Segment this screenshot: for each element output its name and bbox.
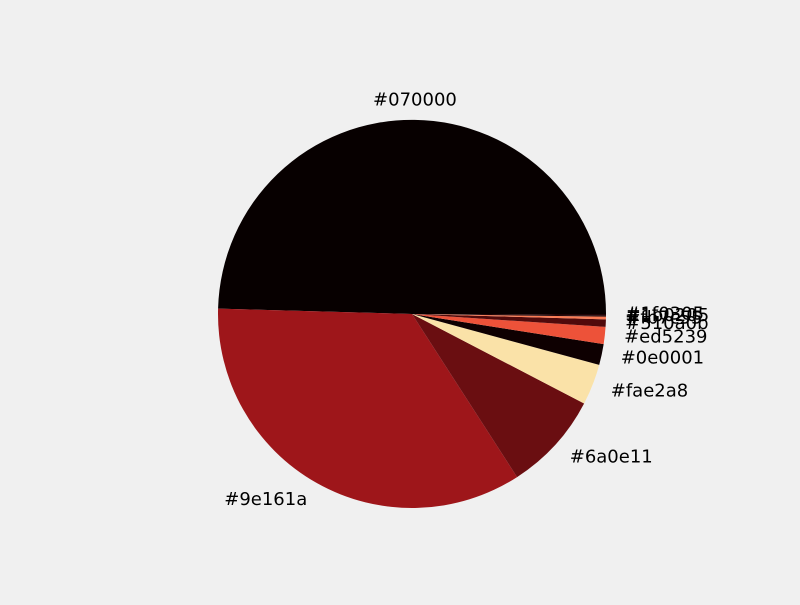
pie-slice: [217, 308, 518, 509]
pie-slice: [412, 314, 606, 317]
pie-slice: [412, 314, 606, 345]
pie-slice: [412, 314, 607, 316]
pie-slice: [412, 314, 606, 320]
pie-slice-label: #1b0205: [625, 305, 709, 326]
pie-labels: #070000 #9e161a #6a0e11 #fae2a8 #0e0001#ed52…: [224, 90, 709, 510]
pie-slice-label: #ed5239: [624, 327, 707, 348]
pie-slice-label: #fae2a8: [611, 381, 688, 402]
pie-slice-label: #1f0305: [625, 304, 704, 325]
pie-slice-label: #9e161a: [224, 489, 307, 510]
pie-slice: [412, 314, 585, 478]
pie-slice-label: #fb7c55: [625, 307, 702, 328]
pie-slice: [412, 314, 600, 404]
pie-slices: [217, 119, 607, 509]
pie-slice: [412, 314, 606, 327]
pie-slice-label: #0e0001: [621, 348, 704, 369]
pie-slice-label: #510a0b: [625, 313, 708, 334]
pie-slice-label: #070000: [373, 90, 457, 111]
pie-slice: [412, 314, 604, 365]
pie-slice: [218, 119, 607, 314]
pie-slice-label: #6a0e11: [570, 447, 653, 468]
